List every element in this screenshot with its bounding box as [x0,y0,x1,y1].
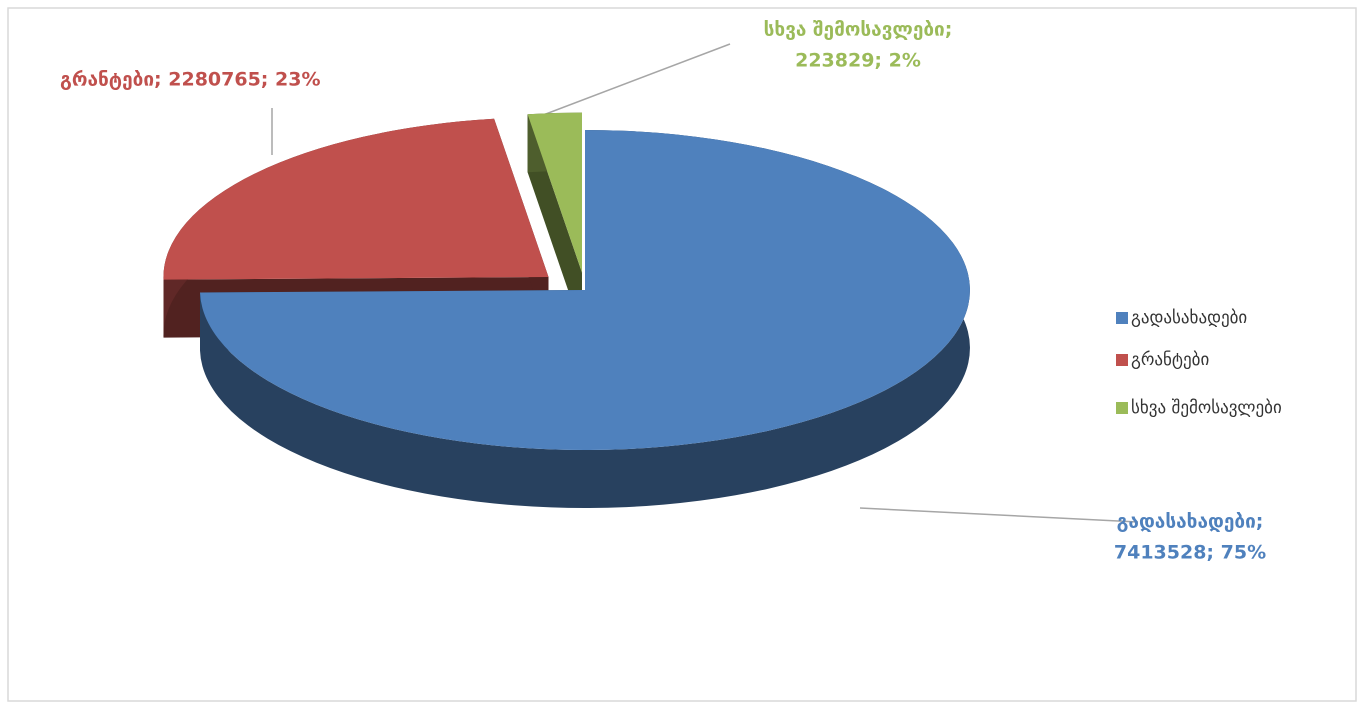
data-label: 7413528; 75% [1114,542,1266,564]
slice [527,112,582,273]
legend-label: გრანტები [1131,350,1209,370]
legend-swatch [1116,402,1128,414]
slice [163,118,549,280]
data-label: გადასახადები; [1117,511,1264,533]
legend-label: სხვა შემოსავლები [1131,398,1282,418]
legend-swatch [1116,354,1128,366]
leader-line [529,43,731,121]
slice [200,130,970,450]
labels: გადასახადები; 7413528; 75% გრანტები; 22807… [60,19,1266,564]
legend-swatch [1116,312,1128,324]
data-label: სხვა შემოსავლები; [764,19,953,41]
data-label: 223829; 2% [795,50,921,72]
leader-line [859,507,1139,523]
pie [163,112,970,508]
data-label: გრანტები; 2280765; 23% [60,69,320,91]
legend: გადასახადები გრანტები სხვა შემოსავლები [1116,308,1282,418]
legend-label: გადასახადები [1131,308,1247,328]
